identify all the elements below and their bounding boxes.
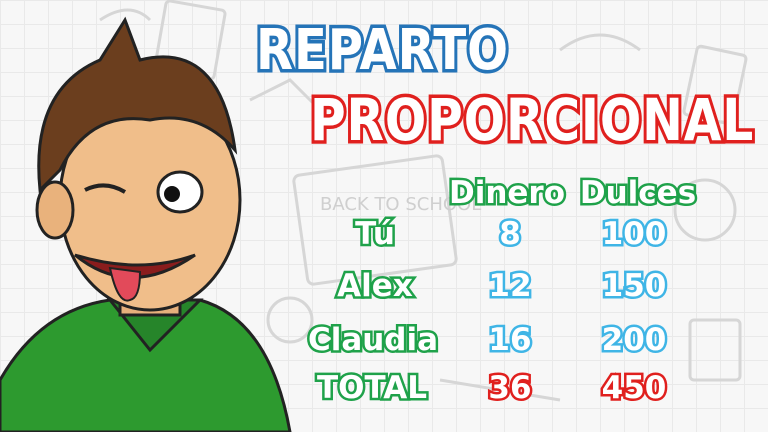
back-to-school-doodle: BACK TO SCHOOL	[320, 194, 481, 215]
row-name: Tú	[353, 214, 398, 255]
row-name: Claudia	[305, 320, 440, 361]
row-dinero: 8	[497, 214, 523, 255]
header-dinero: Dinero	[446, 173, 567, 214]
row-dulces: 150	[599, 266, 669, 307]
total-dulces: 450	[599, 368, 669, 409]
header-dulces: Dulces	[577, 173, 698, 214]
total-dinero: 36	[486, 368, 534, 409]
title-line-1: REPARTO	[253, 15, 511, 87]
winking-boy-character	[0, 16, 292, 432]
total-label: TOTAL	[315, 368, 430, 409]
row-dinero: 12	[486, 266, 534, 307]
row-dinero: 16	[486, 320, 534, 361]
row-dulces: 100	[599, 214, 669, 255]
row-dulces: 200	[599, 320, 669, 361]
title-line-2: PROPORCIONAL	[307, 83, 756, 158]
row-name: Alex	[335, 266, 416, 307]
